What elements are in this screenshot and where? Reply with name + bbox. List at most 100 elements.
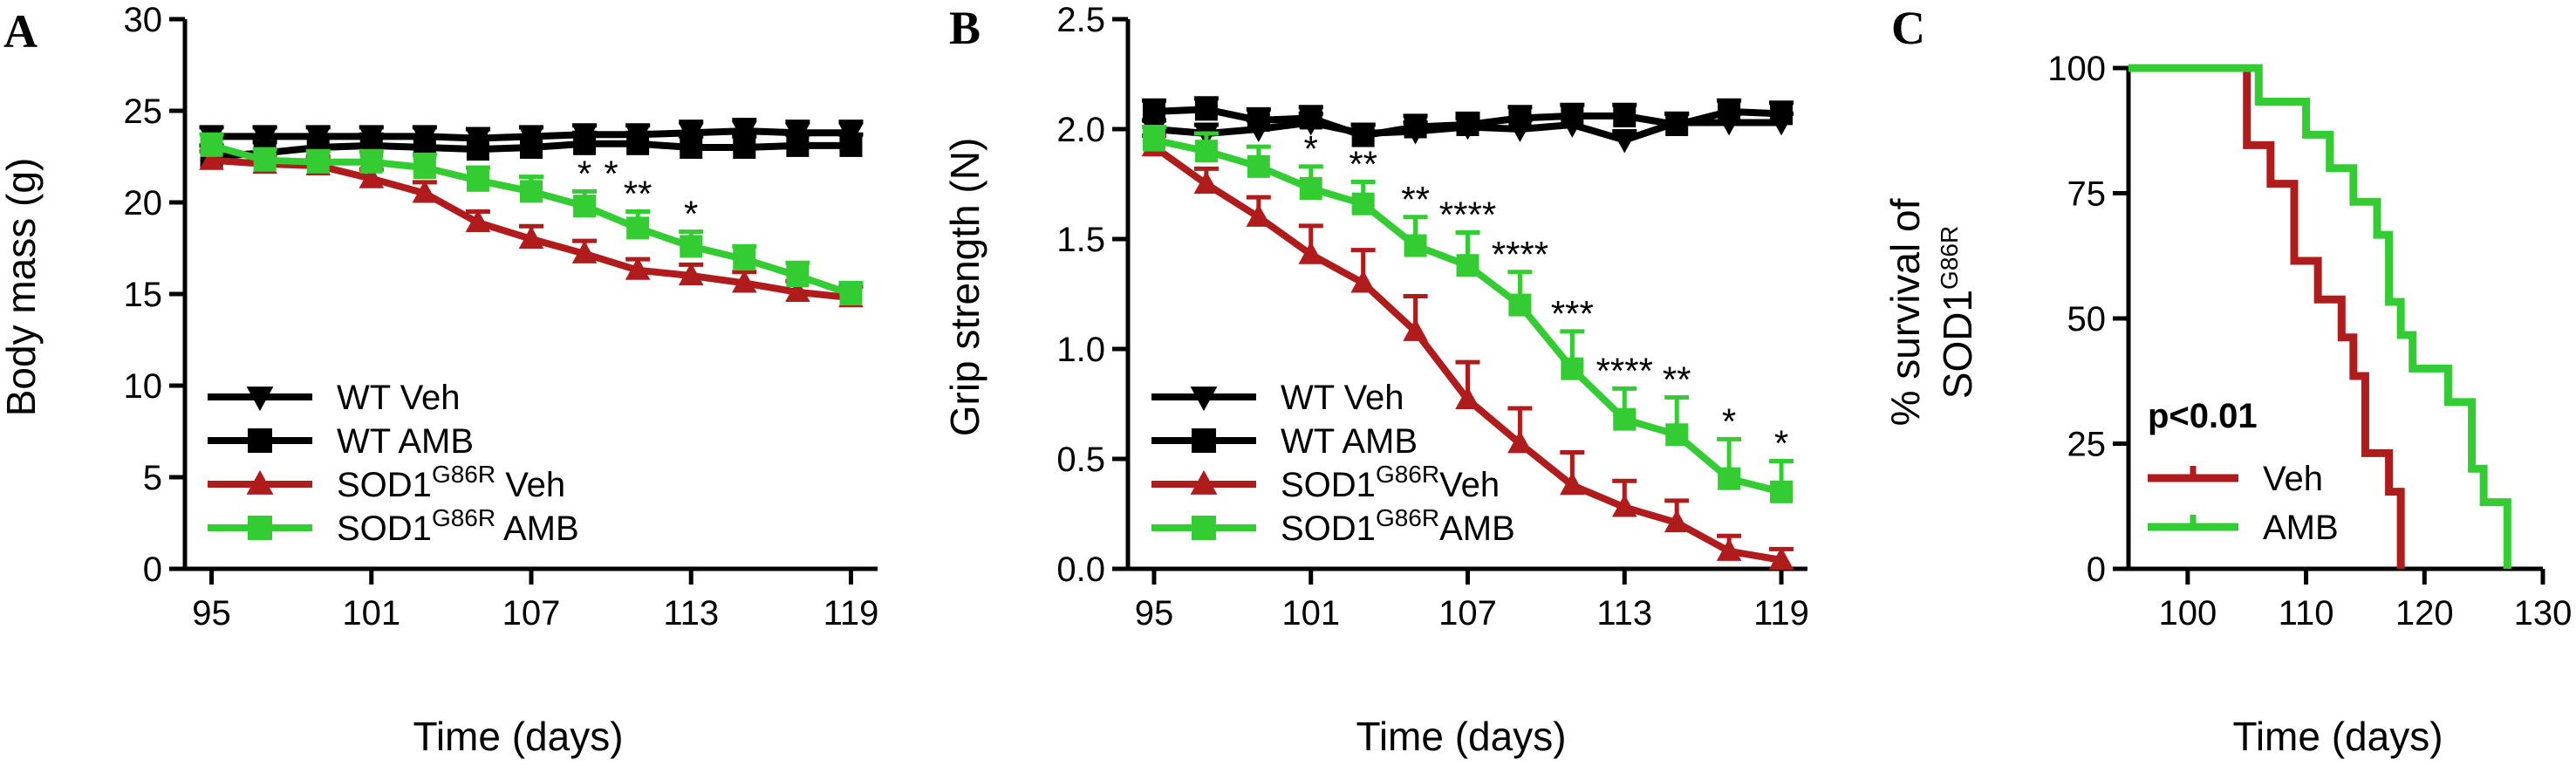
panel-b-legend-item-2-label-suffix: Veh: [1439, 466, 1500, 504]
panel-a-y-tick-label: 10: [124, 367, 163, 406]
panel-a-significance-label: *: [577, 153, 591, 194]
panel-b-series-1-point: [1351, 124, 1375, 147]
panel-b-legend-item-3-label-main: SOD1: [1281, 510, 1376, 548]
panel-b-series-2-point: [1193, 171, 1220, 195]
panel-c-legend-item-1-label: AMB: [2263, 509, 2339, 547]
panel-b-series-1-point: [1561, 104, 1584, 127]
panel-a-legend-item-2-label-sup: G86R: [432, 461, 495, 488]
panel-b-series-3: [1141, 124, 1794, 503]
panel-b-series-3-point: [1613, 407, 1636, 431]
panel-b-series-2-point: [1507, 430, 1533, 454]
panel-a-series-2-point: [412, 180, 438, 203]
panel-b-significance-label: ****: [1492, 234, 1548, 275]
panel-a-series-1-point: [839, 133, 863, 157]
panel-b-series-3-point: [1299, 177, 1322, 201]
panel-b-series-1-point: [1718, 99, 1741, 123]
panel-a-x-tick-label: 119: [823, 594, 879, 633]
panel-b-significance-label: *: [1774, 423, 1788, 464]
panel-b-significance-label: **: [1349, 143, 1377, 184]
panel-a-series-1-point: [573, 132, 597, 155]
panel-b-y-tick-label: 0.0: [1056, 551, 1105, 589]
panel-b-series-2-point: [1455, 386, 1480, 410]
panel-a-x-tick-label: 101: [342, 594, 400, 633]
panel-b-x-tick-label: 95: [1135, 594, 1174, 633]
panel-b-legend-item-3-label-suffix: AMB: [1439, 510, 1515, 548]
panel-a-series-3-point: [253, 148, 277, 172]
panel-a-series-3-point: [680, 235, 703, 258]
panel-c-series-1: [2128, 64, 2511, 569]
panel-a-significance-label: *: [684, 194, 698, 235]
panel-a-series-2: [199, 147, 864, 308]
panel-a-y-tick-label: 0: [143, 551, 162, 589]
panel-b-series-1: [1141, 96, 1794, 147]
panel-c-y-tick-label: 100: [2047, 50, 2106, 88]
panel-b-legend-item-3-label-sup: G86R: [1376, 504, 1439, 531]
panel-b-significance-label: *: [1304, 128, 1318, 169]
panel-a-x-tick-label: 113: [663, 594, 719, 633]
panel-b-series-2-point: [1664, 510, 1690, 533]
panel-a-legend-item-0-label: WT Veh: [337, 379, 461, 417]
panel-b-y-tick-label: 0.5: [1056, 441, 1105, 479]
panel-a-series-3-point: [200, 133, 223, 157]
panel-a-series-3-point: [626, 216, 650, 240]
panel-b-series-2-point: [1298, 241, 1324, 264]
panel-c-series-1-line: [2128, 64, 2511, 569]
panel-b-series-1-point: [1508, 106, 1532, 130]
panel-b-significance-label: **: [1663, 359, 1691, 400]
panel-a-series-2-point: [678, 263, 704, 286]
panel-a-legend-item-2-label-suffix: Veh: [495, 466, 565, 504]
panel-b-y-label: Grip strength (N): [942, 138, 987, 437]
panel-a-series-2-point: [625, 256, 651, 280]
panel-b-x-tick-label: 107: [1438, 594, 1497, 633]
panel-b-series-2-point: [1350, 270, 1376, 293]
panel-b-series-0-point: [1611, 130, 1637, 154]
panel-b-x-tick-label: 119: [1753, 594, 1809, 633]
panel-a-legend-item-3-label-sup: G86R: [432, 504, 495, 531]
panel-b-series-1-point: [1456, 113, 1479, 136]
panel-a-series-3-point: [306, 150, 330, 174]
panel-b-legend-item-1-marker: [1192, 428, 1216, 453]
panel-a-legend-item-0-marker: [246, 386, 274, 412]
panel-a-y-tick-label: 30: [124, 1, 163, 39]
panel-b-significance-label: ****: [1439, 194, 1496, 235]
panel-b-series-3-point: [1770, 480, 1794, 503]
panel-a-series-3-point: [786, 264, 810, 287]
panel-b-legend-item-2: SOD1G86RVeh: [1151, 461, 1500, 504]
panel-c-x-tick-label: 120: [2395, 594, 2454, 633]
panel-a-series-2-point: [465, 209, 491, 233]
panel-b-y-tick-label: 1.0: [1056, 331, 1105, 369]
panel-a-y-tick-label: 15: [124, 276, 163, 314]
panel-a-legend-item-3-marker: [248, 516, 272, 540]
panel-a-legend-item-3: SOD1G86R AMB: [208, 504, 579, 548]
panel-b-series-3-point: [1194, 140, 1218, 163]
panel-a-legend-item-2-label: SOD1G86R Veh: [337, 461, 565, 504]
panel-c-x-tick-label: 130: [2514, 594, 2573, 633]
panel-a-series-0-point: [732, 121, 757, 145]
panel-c-x-tick-label: 110: [2279, 594, 2334, 633]
panel-c-y-label-line2: SOD1G86R: [1935, 226, 1980, 399]
panel-c-series-0: [2128, 64, 2405, 569]
panel-b-series-1-point: [1247, 108, 1270, 132]
panel-c-legend-item-1: AMB: [2148, 509, 2339, 547]
panel-a-series-1-point: [680, 136, 703, 159]
panel-b-legend-item-0: WT Veh: [1151, 379, 1404, 417]
panel-b-legend-item-3-marker: [1192, 516, 1216, 540]
panel-c-y-tick-label: 50: [2067, 300, 2107, 339]
panel-a-series-3-point: [839, 283, 863, 305]
panel-a-series-2-point: [359, 165, 385, 188]
panel-a-letter: A: [3, 5, 38, 58]
panel-c-x-tick-label: 100: [2158, 594, 2217, 633]
panel-a-series-2-point: [199, 147, 224, 170]
panel-a-legend-item-1-marker: [248, 428, 272, 453]
panel-b-legend-item-0-marker: [1190, 386, 1218, 412]
panel-a-significance-label: *: [604, 153, 618, 194]
panel-a-significance-label: **: [624, 174, 653, 215]
panel-b-x-tick-label: 101: [1281, 594, 1340, 633]
panel-a-series-1-point: [466, 138, 489, 161]
panel-b-legend-item-2-label-main: SOD1: [1281, 466, 1376, 504]
panel-a-y-label: Body mass (g): [0, 158, 44, 417]
panel-b-series-2-point: [1560, 472, 1585, 496]
panel-a-series-2-point: [571, 240, 598, 263]
panel-b-significance-label: ****: [1596, 350, 1653, 391]
